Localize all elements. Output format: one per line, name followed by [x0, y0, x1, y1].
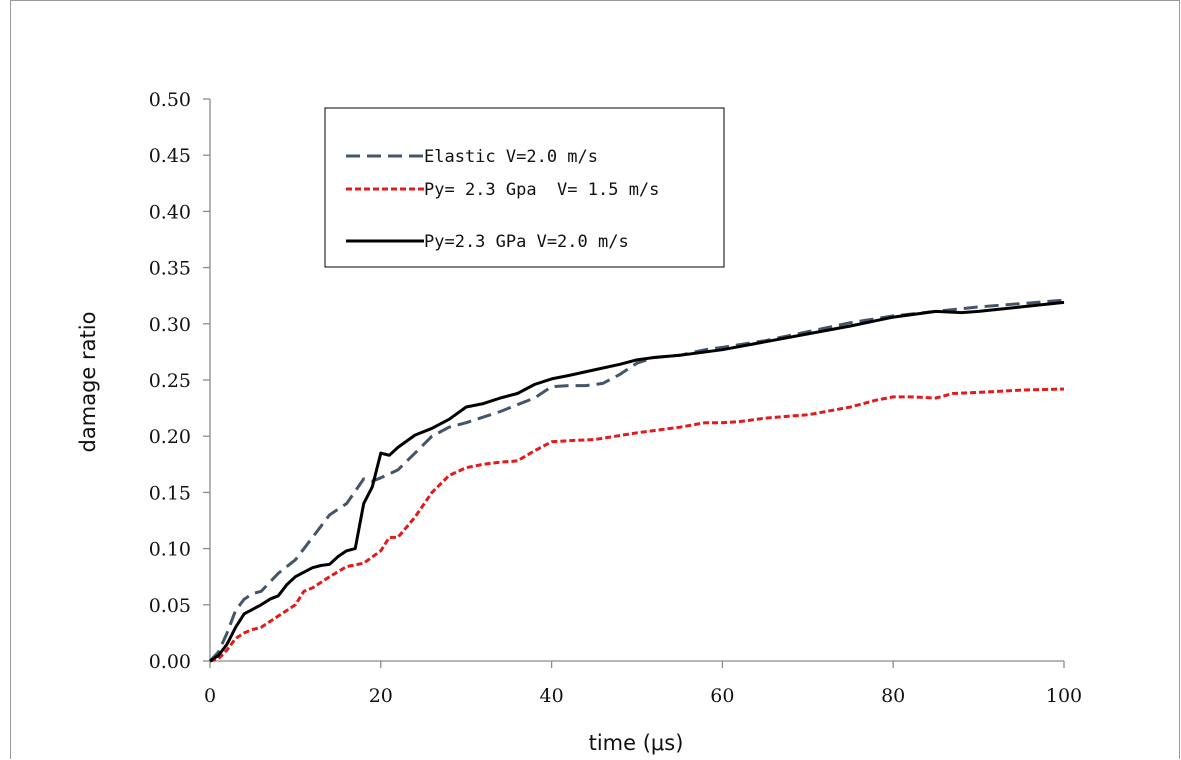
plot-axes: 0.00 0.05 0.10 0.15 0.20 0.25 0.30 0.35 0.40 0.45…	[149, 89, 1082, 707]
y-tick-label: 0.30	[149, 314, 191, 336]
y-tick-label: 0.20	[149, 426, 191, 448]
series-line-2	[209, 387, 1065, 663]
x-tick-label: 80	[881, 685, 905, 707]
series-line-3	[209, 300, 1065, 663]
y-axis-title: damage ratio	[76, 312, 100, 453]
x-tick-label: 20	[369, 685, 393, 707]
y-tick-label: 0.45	[149, 145, 191, 167]
chart-frame	[10, 0, 1180, 759]
x-tick-label: 60	[710, 685, 734, 707]
legend: Elastic V=2.0 m/s Py= 2.3 Gpa V= 1.5 m/s P…	[324, 107, 725, 268]
y-tick-label: 0.10	[149, 539, 191, 561]
legend-label-1: Elastic V=2.0 m/s	[424, 147, 598, 167]
y-tick-label: 0.25	[149, 370, 191, 392]
x-tick-label: 0	[204, 685, 216, 707]
x-tick-label: 100	[1046, 685, 1082, 707]
y-tick-label: 0.40	[149, 201, 191, 223]
x-axis-title: time (μs)	[589, 731, 684, 755]
y-tick-label: 0.00	[149, 651, 191, 673]
legend-label-2: Py= 2.3 Gpa V= 1.5 m/s	[424, 180, 659, 200]
plot-series	[208, 298, 1065, 663]
y-tick-label: 0.50	[149, 89, 191, 111]
x-tick-label: 40	[540, 685, 564, 707]
legend-label-3: Py=2.3 GPa V=2.0 m/s	[424, 232, 629, 252]
series-line-1	[208, 298, 1065, 663]
y-tick-label: 0.35	[149, 258, 191, 280]
y-tick-label: 0.15	[149, 482, 191, 504]
y-tick-label: 0.05	[149, 595, 191, 617]
